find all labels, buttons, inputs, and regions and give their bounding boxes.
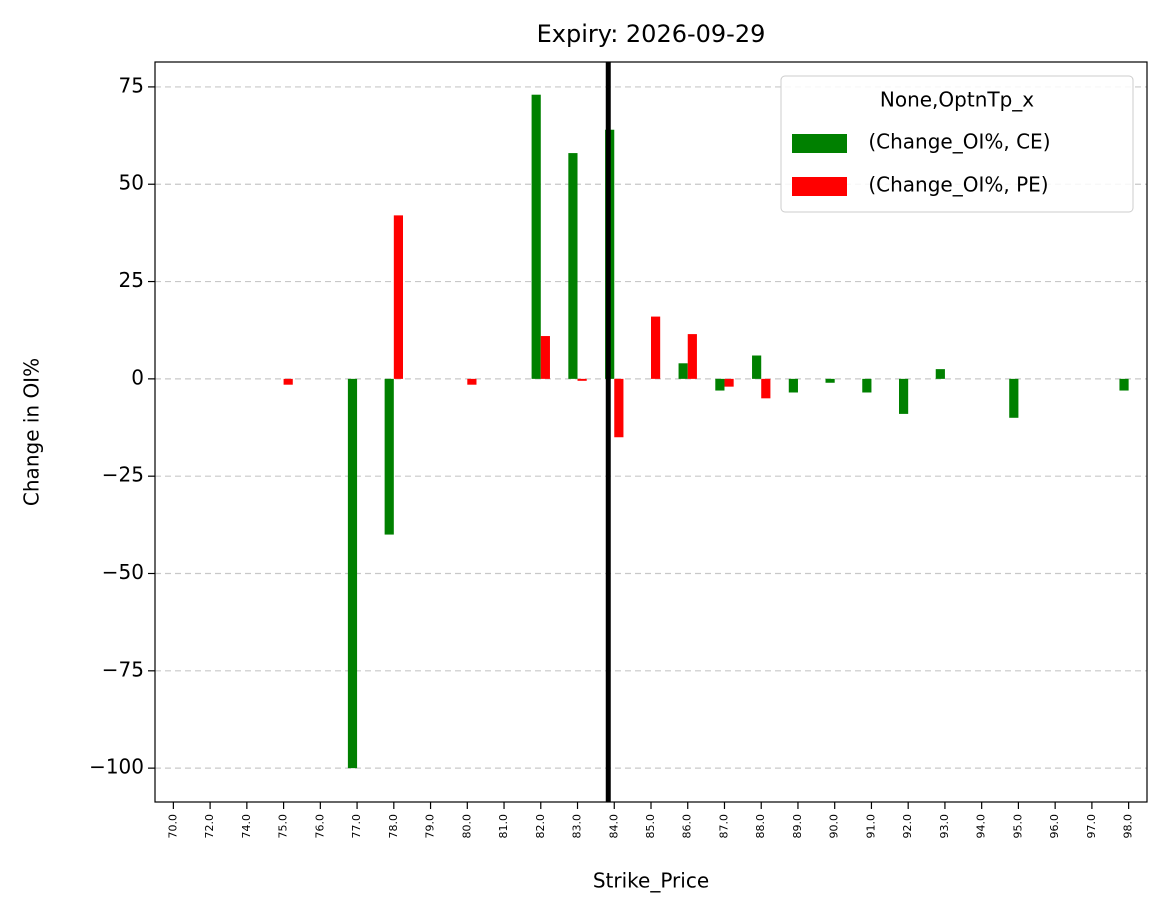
y-tick-label: 50	[119, 171, 144, 195]
bar	[577, 378, 587, 381]
bar	[283, 378, 293, 385]
x-tick-label: 87.0	[717, 814, 730, 839]
legend-swatch	[792, 177, 847, 196]
y-axis-label: Change in OI%	[20, 358, 44, 506]
x-tick-label: 86.0	[681, 814, 694, 839]
x-tick-label: 74.0	[240, 814, 253, 839]
bar	[752, 355, 762, 379]
bar	[568, 153, 578, 379]
legend-box	[780, 75, 1134, 213]
x-tick-label: 83.0	[571, 814, 584, 839]
x-tick-label: 98.0	[1122, 814, 1135, 839]
x-tick-label: 91.0	[864, 814, 877, 839]
y-tick-label: −25	[102, 463, 144, 487]
bar	[1119, 378, 1129, 391]
x-tick-label: 89.0	[791, 814, 804, 839]
x-tick-label: 76.0	[313, 814, 326, 839]
legend-swatch	[792, 134, 847, 153]
x-tick-label: 95.0	[1011, 814, 1024, 839]
y-tick-label: −100	[89, 755, 144, 779]
x-tick-label: 72.0	[203, 814, 216, 839]
x-tick-label: 85.0	[644, 814, 657, 839]
bar	[540, 336, 550, 379]
legend: None,OptnTp_x (Change_OI%, CE) (Change_O…	[780, 75, 1134, 213]
bar	[678, 363, 688, 379]
x-tick-label: 88.0	[754, 814, 767, 839]
plot-frame	[154, 61, 1148, 803]
x-tick-label: 84.0	[607, 814, 620, 839]
x-tick-label: 80.0	[460, 814, 473, 839]
x-tick-label: 75.0	[277, 814, 290, 839]
bar	[862, 378, 872, 393]
y-tick-label: 25	[119, 268, 144, 292]
bar	[651, 316, 661, 379]
legend-title: None,OptnTp_x	[880, 88, 1034, 112]
x-tick-label: 96.0	[1048, 814, 1061, 839]
y-tick-label: 0	[131, 365, 144, 389]
bar	[531, 94, 541, 379]
x-tick-label: 97.0	[1085, 814, 1098, 839]
x-tick-label: 70.0	[166, 814, 179, 839]
x-tick-label: 90.0	[828, 814, 841, 839]
y-tick-label: −50	[102, 560, 144, 584]
chart-title: Expiry: 2026-09-29	[537, 20, 766, 48]
bar	[761, 378, 771, 399]
bar	[788, 378, 798, 393]
bar	[1009, 378, 1019, 418]
bar	[825, 378, 835, 383]
x-tick-label: 94.0	[975, 814, 988, 839]
bar	[614, 378, 624, 438]
x-axis-label: Strike_Price	[593, 869, 709, 893]
x-tick-label: 81.0	[497, 814, 510, 839]
x-tick-label: 78.0	[387, 814, 400, 839]
bar	[347, 378, 358, 769]
bar	[393, 215, 403, 379]
bar	[935, 369, 945, 379]
x-tick-label: 77.0	[350, 814, 363, 839]
bar	[724, 378, 734, 387]
bar	[715, 378, 725, 391]
x-tick-label: 93.0	[938, 814, 951, 839]
x-tick-label: 92.0	[901, 814, 914, 839]
x-tick-label: 82.0	[534, 814, 547, 839]
legend-label: (Change_OI%, PE)	[862, 173, 1049, 197]
y-tick-label: −75	[102, 657, 144, 681]
legend-label: (Change_OI%, CE)	[862, 130, 1051, 154]
bar	[899, 378, 909, 414]
x-tick-label: 79.0	[424, 814, 437, 839]
bar	[384, 378, 394, 535]
bar	[687, 334, 697, 379]
bar	[467, 378, 477, 385]
y-tick-label: 75	[119, 73, 144, 97]
